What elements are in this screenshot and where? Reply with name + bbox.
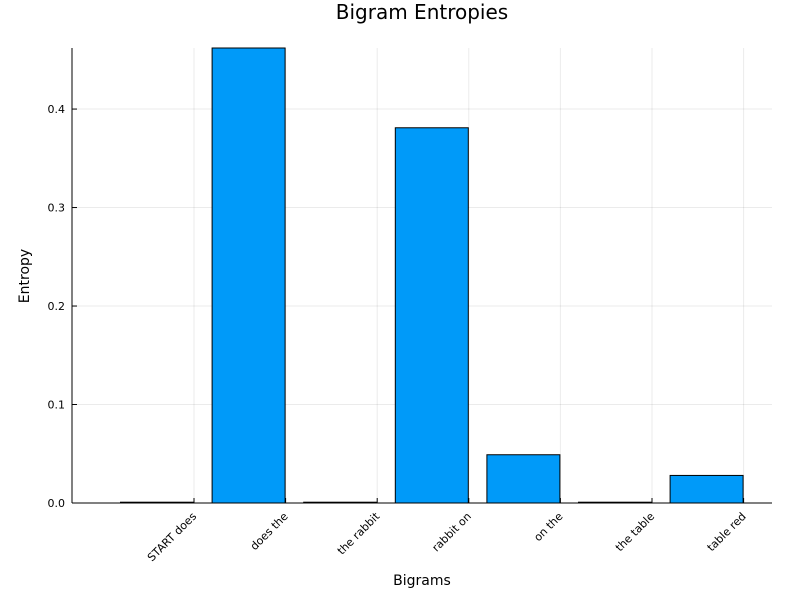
bars (120, 47, 744, 504)
y-tick-label-4: 0.4 (48, 103, 66, 116)
y-tick-label-3: 0.3 (48, 202, 66, 215)
chart-title: Bigram Entropies (336, 0, 508, 24)
y-tick-label-0: 0.0 (48, 497, 66, 510)
bar-6 (669, 474, 744, 504)
y-tick-label-1: 0.1 (48, 399, 66, 412)
x-ticks: START does does the the rabbit rabbit on on … (145, 498, 749, 564)
bar-4 (486, 454, 561, 504)
x-tick-label-2: the rabbit (335, 509, 383, 557)
x-tick-label-1: does the (248, 510, 291, 553)
y-axis-label: Entropy (17, 249, 33, 303)
x-tick-label-5: the table (613, 510, 657, 554)
y-tick-label-2: 0.2 (48, 300, 66, 313)
y-ticks: 0.0 0.1 0.2 0.3 0.4 (48, 103, 77, 510)
bar-3 (394, 127, 469, 504)
grid-lines (72, 48, 772, 504)
axes (71, 48, 772, 504)
x-axis-label: Bigrams (393, 573, 451, 589)
bar-1 (211, 47, 286, 504)
x-tick-label-6: table red (705, 510, 749, 554)
x-tick-label-4: on the (531, 510, 565, 544)
x-tick-label-3: rabbit on (430, 510, 474, 554)
x-tick-label-0: START does (145, 510, 199, 564)
